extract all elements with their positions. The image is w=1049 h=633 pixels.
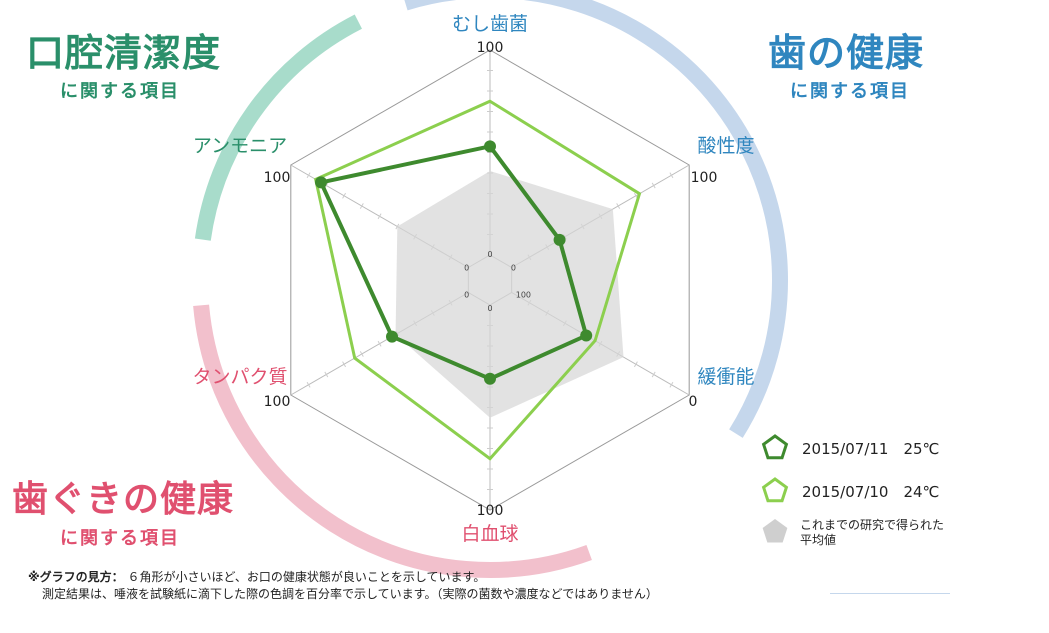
axis-outer-tick: 100: [264, 170, 291, 186]
axis-tick: [359, 203, 364, 209]
axis-inner-tick: 0: [464, 264, 469, 273]
legend-label-0711: 2015/07/11 25℃: [802, 440, 939, 458]
axis-tick: [359, 351, 364, 357]
mouth-category-arc: [194, 14, 362, 241]
axis-label: 酸性度: [697, 135, 754, 157]
data-point: [484, 372, 496, 385]
mouth-category-title: 口腔清潔度: [26, 31, 222, 75]
note-label: ※グラフの見方：: [28, 570, 124, 584]
axis-outer-tick: 100: [264, 394, 291, 410]
average-area: [395, 170, 624, 418]
axis-label: 緩衝能: [697, 366, 754, 388]
legend-swatch-average: [762, 519, 788, 543]
legend-label-0710: 2015/07/10 24℃: [802, 483, 939, 501]
axis-inner-tick: 0: [487, 304, 492, 313]
note-divider: [830, 593, 950, 594]
data-point: [580, 329, 593, 342]
chart-series: [313, 99, 642, 461]
axis-tick: [651, 182, 656, 189]
data-point: [553, 233, 566, 246]
category-arcs: [193, 0, 788, 578]
axis-tick: [669, 381, 674, 388]
axis-inner-tick: 0: [511, 264, 516, 273]
axis-tick: [306, 172, 311, 179]
axis-tick: [669, 172, 674, 179]
axis-inner-tick: 0: [487, 250, 492, 259]
data-point: [484, 140, 496, 153]
note-line-1: ※グラフの見方： ６角形が小さいほど、お口の健康状態が良いことを示しています。: [28, 568, 485, 585]
axis-tick: [377, 340, 382, 347]
legend-label-average-2: 平均値: [800, 532, 836, 547]
axis-outer-tick: 0: [689, 394, 698, 410]
axis-tick: [377, 213, 382, 220]
axis-tick: [342, 192, 347, 199]
gums-category-arc: [193, 304, 592, 578]
axis-label: むし歯菌: [452, 13, 528, 35]
legend: 2015/07/11 25℃ 2015/07/10 24℃ これまでの研究で得られた…: [761, 434, 944, 547]
axis-tick: [324, 371, 329, 378]
axis-inner-tick: 100: [516, 291, 531, 300]
teeth-category-title: 歯の健康: [768, 31, 925, 75]
teeth-category-subtitle: に関する項目: [790, 81, 910, 102]
axis-outer-tick: 100: [691, 170, 718, 186]
data-point: [386, 330, 399, 343]
axis-label: タンパク質: [192, 366, 287, 388]
axis-label: アンモニア: [193, 135, 287, 157]
axis-tick: [306, 381, 311, 388]
axis-labels: むし歯菌 100 0 酸性度 100 0 緩衝能 0 100 白血球 100 0 タンパク質 100 0 アン…: [192, 13, 754, 545]
axis-tick: [633, 361, 638, 368]
axis-inner-tick: 0: [464, 291, 469, 300]
legend-swatch-0710: [761, 477, 789, 503]
axis-tick: [651, 371, 656, 378]
axis-label: 白血球: [461, 523, 518, 545]
axis-tick: [342, 361, 347, 368]
legend-label-average: これまでの研究で得られた: [800, 517, 944, 532]
legend-swatch-0711: [761, 434, 789, 460]
gums-category-subtitle: に関する項目: [60, 528, 180, 549]
note-text-1: ６角形が小さいほど、お口の健康状態が良いことを示しています。: [127, 570, 486, 584]
series-line-0710: [313, 99, 642, 461]
axis-outer-tick: 100: [477, 503, 504, 519]
axis-tick: [616, 203, 621, 209]
data-point: [314, 176, 327, 189]
axis-outer-tick: 100: [477, 40, 504, 56]
gums-category-title: 歯ぐきの健康: [12, 479, 235, 520]
mouth-category-subtitle: に関する項目: [60, 81, 180, 102]
teeth-category-arc: [404, 0, 788, 438]
note-line-2: 測定結果は、唾液を試験紙に滴下した際の色調を百分率で示しています。（実際の菌数や…: [42, 587, 658, 601]
